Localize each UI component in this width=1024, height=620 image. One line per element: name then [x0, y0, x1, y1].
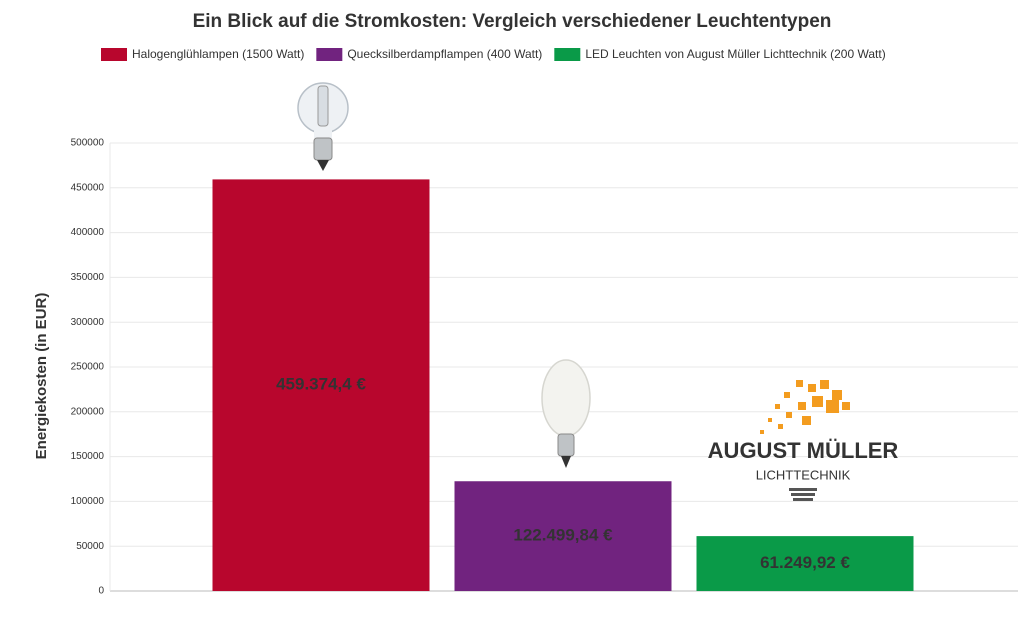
- y-tick-label: 500000: [71, 138, 105, 149]
- halogen-bulb-icon: [297, 82, 349, 171]
- y-tick-label: 400000: [71, 227, 105, 238]
- y-tick-label: 350000: [71, 272, 105, 283]
- value-label: 459.374,4 €: [276, 375, 366, 394]
- bar: [212, 179, 430, 591]
- legend-label: Quecksilberdampflampen (400 Watt): [347, 47, 542, 61]
- logo-name: AUGUST MÜLLER: [708, 438, 899, 463]
- y-tick-label: 0: [98, 586, 104, 597]
- logo-tagline: LICHTTECHNIK: [756, 467, 851, 482]
- legend-label: Halogenglühlampen (1500 Watt): [132, 47, 304, 61]
- legend-label: LED Leuchten von August Müller Lichttech…: [585, 47, 885, 61]
- bar: [454, 481, 672, 591]
- bar: [696, 536, 914, 591]
- chart-title: Ein Blick auf die Stromkosten: Vergleich…: [193, 11, 832, 32]
- y-tick-label: 250000: [71, 362, 105, 373]
- legend: Halogenglühlampen (1500 Watt) Quecksilber…: [101, 47, 886, 61]
- y-axis-label: Energiekosten (in EUR): [33, 293, 50, 460]
- value-label: 61.249,92 €: [760, 553, 850, 572]
- y-tick-label: 200000: [71, 406, 105, 417]
- y-tick-label: 50000: [76, 541, 104, 552]
- logo: AUGUST MÜLLER LICHTTECHNIK: [708, 380, 899, 501]
- legend-swatch: [316, 48, 343, 61]
- y-tick-label: 300000: [71, 317, 105, 328]
- y-tick-label: 450000: [71, 182, 105, 193]
- legend-swatch: [554, 48, 581, 61]
- y-tick-label: 150000: [71, 451, 105, 462]
- bars: 459.374,4 € 122.499,84 € 61.249,92 €: [212, 179, 914, 591]
- value-label: 122.499,84 €: [513, 526, 613, 545]
- legend-swatch: [101, 48, 127, 61]
- mercury-lamp-icon: [541, 359, 591, 468]
- y-tick-label: 100000: [71, 496, 105, 507]
